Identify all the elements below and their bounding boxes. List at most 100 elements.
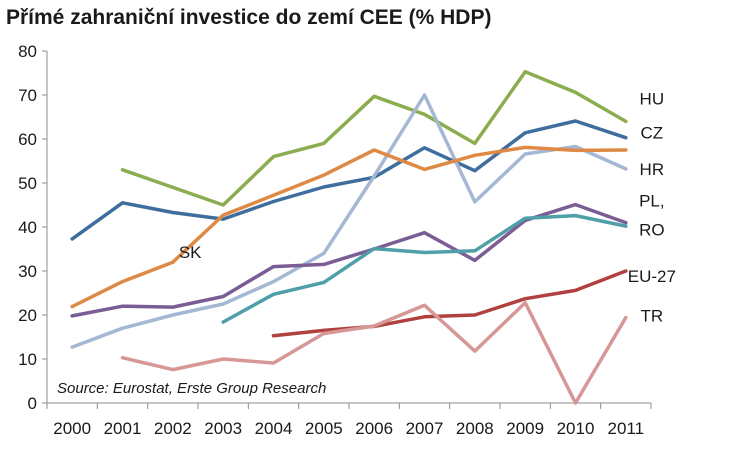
data-point (171, 313, 175, 317)
series-hr (70, 93, 628, 349)
data-point (523, 70, 527, 74)
data-point (322, 262, 326, 266)
data-point (624, 119, 628, 123)
data-point (120, 279, 125, 284)
data-point (473, 313, 477, 317)
data-point (171, 305, 175, 309)
data-point (422, 112, 427, 116)
x-tick-label: 2009 (506, 419, 544, 438)
x-tick-label: 2010 (557, 419, 595, 438)
series-sk (70, 145, 628, 309)
data-point (70, 237, 74, 241)
data-point (473, 153, 477, 157)
source-note: Source: Eurostat, Erste Group Research (57, 380, 326, 397)
data-point (624, 224, 628, 228)
data-point (473, 200, 477, 204)
data-point (372, 324, 376, 328)
chart-title: Přímé zahraniční investice do zemí CEE (… (6, 6, 492, 29)
data-point (422, 315, 427, 319)
data-point (271, 361, 276, 365)
data-point (624, 316, 628, 320)
y-tick-label: 80 (18, 42, 37, 61)
y-tick-label: 20 (18, 306, 37, 325)
data-point (422, 93, 427, 97)
data-point (523, 131, 527, 135)
y-tick-label: 10 (18, 350, 37, 369)
data-point (70, 305, 74, 309)
x-tick-label: 2001 (104, 419, 142, 438)
y-tick-label: 0 (28, 394, 37, 413)
data-point (573, 144, 578, 149)
y-tick-label: 30 (18, 262, 37, 281)
data-point (523, 145, 527, 149)
series-label-tr: TR (640, 307, 663, 326)
series-label-eu-27: EU-27 (628, 267, 676, 286)
series-unlabeled-5 (221, 213, 628, 324)
data-point (523, 216, 527, 220)
data-point (322, 280, 326, 285)
series-tr (120, 300, 628, 405)
data-point (473, 169, 477, 173)
data-point (221, 302, 225, 306)
data-point (573, 401, 578, 405)
data-point (221, 203, 225, 207)
data-point (624, 148, 628, 152)
data-point (573, 90, 578, 94)
series-label-hr: HR (640, 160, 665, 179)
data-point (372, 94, 376, 98)
data-point (422, 250, 427, 255)
x-tick-label: 2006 (355, 419, 393, 438)
data-point (422, 231, 427, 235)
data-point (473, 258, 477, 263)
y-tick-label: 60 (18, 130, 37, 149)
x-tick-label: 2007 (406, 419, 444, 438)
data-point (322, 328, 326, 332)
data-point (523, 152, 527, 156)
data-point (120, 168, 125, 172)
data-point (573, 148, 578, 153)
data-point (221, 357, 225, 361)
series-eu-27 (271, 269, 628, 338)
data-point (271, 279, 276, 284)
data-point (171, 210, 175, 215)
data-point (322, 141, 326, 145)
series-line (271, 269, 628, 338)
data-point (70, 345, 74, 349)
x-tick-label: 2011 (608, 419, 645, 438)
data-point (120, 304, 125, 308)
data-point (70, 314, 74, 318)
data-point (624, 221, 628, 225)
data-point (624, 136, 628, 140)
data-point (573, 119, 578, 123)
data-point (624, 167, 628, 171)
series-label-pl-ro-2: RO (639, 221, 665, 240)
x-tick-label: 2004 (255, 419, 293, 438)
series-line (70, 93, 628, 349)
x-tick-label: 2005 (305, 419, 343, 438)
data-point (271, 292, 276, 296)
series-line (70, 202, 628, 318)
data-point (422, 167, 427, 171)
series-hu (120, 69, 628, 207)
data-point (573, 202, 578, 207)
y-tick-label: 40 (18, 218, 37, 237)
series-line (120, 69, 628, 207)
data-point (120, 201, 125, 205)
data-point (422, 146, 427, 150)
x-tick-label: 2002 (154, 419, 192, 438)
x-tick-label: 2008 (456, 419, 494, 438)
data-point (271, 334, 276, 338)
data-point (573, 213, 578, 218)
data-point (221, 294, 225, 299)
data-point (171, 185, 175, 189)
data-point (473, 141, 477, 145)
data-point (573, 288, 578, 292)
data-point (322, 251, 326, 255)
x-tick-label: 2000 (53, 419, 91, 438)
data-point (473, 349, 477, 353)
data-point (372, 174, 376, 178)
y-tick-label: 50 (18, 174, 37, 193)
data-point (473, 249, 477, 253)
data-point (372, 148, 376, 152)
data-point (422, 303, 427, 307)
